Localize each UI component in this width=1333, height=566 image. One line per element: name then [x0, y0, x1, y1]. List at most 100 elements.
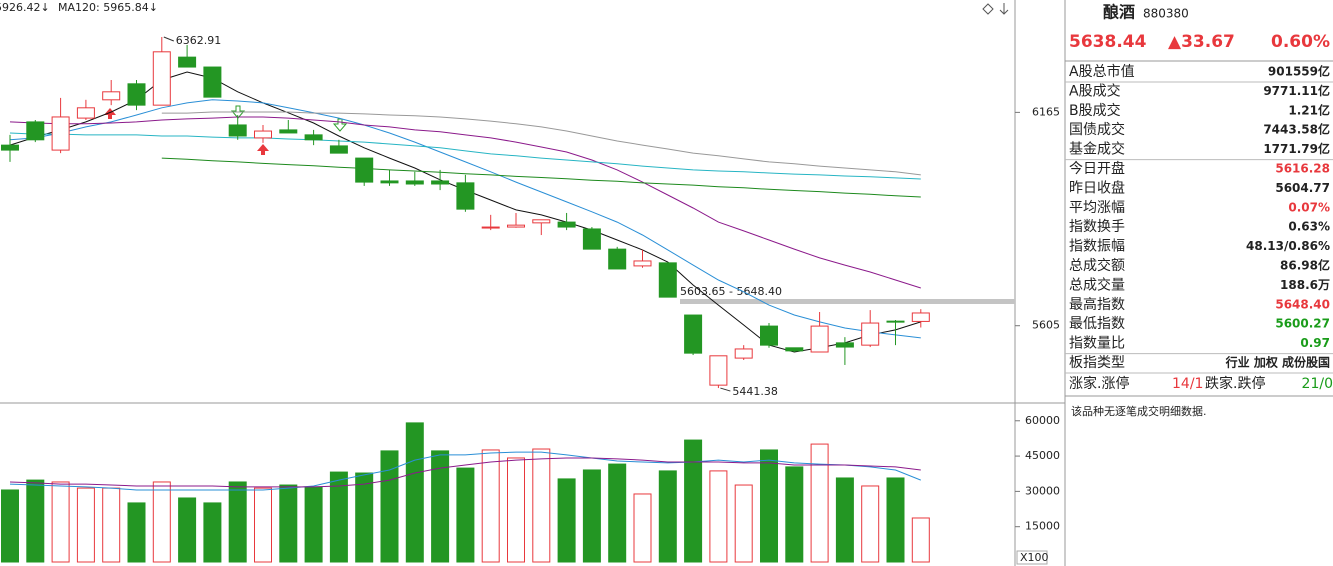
y-tick-label: 30000 [1025, 484, 1060, 497]
volume-bar [127, 502, 146, 563]
down-icon[interactable] [999, 3, 1009, 15]
row-label: 指数换手 [1069, 218, 1125, 235]
candle-body [684, 314, 703, 354]
volume-bar [1, 489, 19, 563]
row-label: 总成交量 [1069, 276, 1125, 293]
candle-body [431, 180, 450, 185]
row-label: B股成交 [1069, 102, 1121, 119]
row-label: 板指类型 [1069, 355, 1125, 371]
row-value: 5648.40 [1275, 297, 1330, 311]
index-name: 酿酒 [1103, 3, 1135, 22]
row-label: 今日开盘 [1069, 160, 1125, 177]
row-label: 指数振幅 [1069, 239, 1125, 255]
row-label: 指数量比 [1069, 336, 1125, 352]
candle-body [127, 83, 146, 106]
low-label: 5441.38 [732, 385, 778, 398]
volume-bar [178, 497, 197, 563]
low-pointer [720, 387, 731, 392]
volume-bar [431, 450, 450, 563]
range-band [680, 299, 1015, 304]
candle-body [785, 347, 804, 352]
volume-bar [886, 477, 905, 563]
candle-body [760, 325, 778, 346]
unit-label: X100 [1020, 551, 1049, 564]
row-value: 7443.58亿 [1263, 122, 1330, 137]
candle-body [76, 107, 95, 119]
volume-bar [835, 477, 854, 563]
candle-body [886, 320, 905, 323]
candle-body [456, 182, 475, 210]
candle-body [557, 221, 576, 228]
volume-bar [355, 472, 374, 563]
volume-bar [203, 502, 222, 563]
volume-bar [785, 466, 804, 563]
candle-body [810, 325, 829, 353]
candle-body [911, 312, 930, 322]
volume-bar [254, 487, 272, 563]
candle-body [532, 219, 551, 224]
volume-bar [582, 469, 601, 563]
y-tick-label: 5605 [1032, 319, 1060, 332]
row-value: 0.97 [1300, 336, 1330, 350]
ma-line [161, 111, 921, 176]
candle-body [633, 260, 652, 267]
row-value: 48.13/0.86% [1246, 239, 1330, 253]
candle-body [178, 56, 197, 68]
volume-bar [102, 487, 121, 563]
volume-bar [532, 448, 551, 563]
buy-arrow [257, 144, 269, 155]
ma-line [9, 132, 921, 180]
volume-bar [507, 457, 525, 563]
candle-body [709, 355, 728, 386]
candle-body [102, 91, 121, 101]
price-change: ▲33.67 [1168, 32, 1235, 52]
y-tick-label: 6165 [1032, 105, 1060, 118]
row-label: 最低指数 [1069, 316, 1125, 332]
row-label: A股成交 [1069, 82, 1121, 99]
ma-line [9, 451, 921, 491]
volume-bar [152, 481, 171, 563]
note: 该品种无逐笔成交明细数据. [1071, 404, 1207, 418]
volume-bar [760, 449, 778, 563]
ma-line [9, 99, 921, 339]
volume-bar [861, 485, 880, 563]
breadth-down-label: 跌家.跌停 [1205, 375, 1265, 392]
row-value: 188.6万 [1280, 278, 1330, 292]
volume-bar [684, 439, 703, 563]
row-value: 0.63% [1288, 220, 1330, 234]
row-value: 1.21亿 [1288, 102, 1330, 117]
row-value: 5600.27 [1275, 317, 1330, 331]
y-tick-label: 60000 [1025, 414, 1060, 427]
buy-arrow [104, 108, 116, 119]
candle-body [835, 342, 854, 348]
candle-body [582, 228, 601, 250]
row-label: 基金成交 [1069, 141, 1125, 158]
volume-bar [557, 478, 576, 563]
diamond-icon[interactable] [982, 3, 994, 15]
ma-line [161, 157, 921, 198]
candle-body [51, 116, 70, 151]
volume-bar [329, 471, 348, 563]
row-value: 86.98亿 [1280, 258, 1330, 273]
volume-bar [810, 443, 829, 563]
row-label: 国债成交 [1069, 121, 1125, 138]
volume-bar [279, 484, 298, 563]
volume-bar [456, 467, 475, 563]
row-value: 901559亿 [1268, 64, 1330, 79]
ma-line [9, 457, 921, 488]
candle-body [279, 129, 298, 134]
candle-body [380, 180, 399, 184]
candle-body [203, 66, 222, 98]
candle-body [228, 124, 247, 137]
ma-legend: 5926.42↓ [0, 1, 50, 14]
candle-body [405, 180, 424, 185]
last-price: 5638.44 [1069, 32, 1147, 52]
row-value: 9771.11亿 [1263, 83, 1330, 98]
breadth-down: 21/0 [1302, 376, 1333, 392]
candle-body [1, 144, 19, 151]
candle-body [329, 145, 348, 154]
row-value: 5604.77 [1275, 181, 1330, 195]
volume-bar [633, 493, 652, 563]
